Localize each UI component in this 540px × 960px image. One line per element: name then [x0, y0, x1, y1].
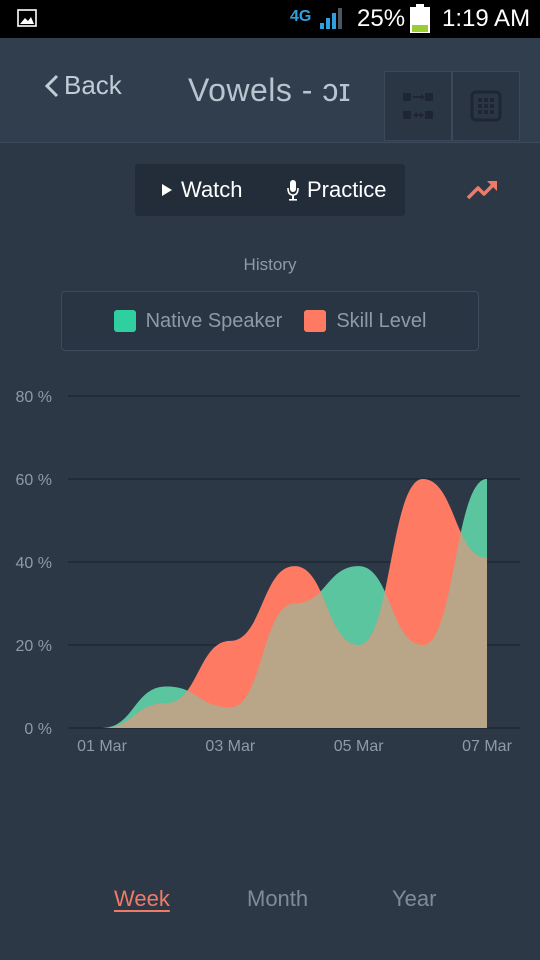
x-tick-label: 07 Mar [462, 738, 512, 755]
y-tick-label: 60 % [16, 472, 52, 489]
tab-month[interactable]: Month [247, 886, 309, 911]
signal-icon [320, 8, 342, 29]
legend-item-skill: Skill Level [304, 310, 426, 333]
clock: 1:19 AM [442, 5, 531, 32]
status-bar: 4G 25% 1:19 AM [0, 0, 540, 38]
practice-button[interactable]: Practice [265, 164, 386, 216]
history-chart: 0 % 20 % 40 % 60 % 80 % 01 Mar 03 Mar 05 Mar 07 … [16, 389, 520, 755]
x-tick-label: 05 Mar [334, 738, 384, 755]
watch-label: Watch [181, 177, 243, 202]
trend-up-icon[interactable] [466, 178, 500, 202]
chevron-left-icon [44, 74, 59, 97]
y-tick-label: 20 % [16, 638, 52, 655]
back-button[interactable]: Back [44, 70, 122, 101]
y-tick-label: 0 % [24, 721, 52, 738]
grid-icon [470, 90, 502, 122]
mode-toggle: Watch Practice [135, 164, 405, 216]
back-label: Back [64, 70, 122, 100]
series-overlay-native-speaker [102, 479, 487, 728]
legend-item-native: Native Speaker [113, 309, 283, 333]
battery-icon [410, 4, 430, 33]
history-label: History [243, 255, 297, 274]
x-tick-label: 01 Mar [77, 738, 127, 755]
legend-swatch-skill [304, 310, 327, 332]
tab-year[interactable]: Year [392, 886, 437, 911]
microphone-icon [287, 180, 299, 201]
legend-label-skill: Skill Level [336, 309, 427, 332]
watch-button[interactable]: Watch [135, 164, 265, 216]
chart-legend: Native Speaker Skill Level [61, 291, 479, 351]
legend-swatch-native [113, 310, 136, 332]
network-type: 4G [290, 8, 312, 25]
gallery-icon [17, 9, 37, 27]
grid-button[interactable] [452, 71, 520, 141]
play-icon [162, 184, 172, 196]
compare-button[interactable] [384, 71, 452, 141]
tab-week[interactable]: Week [114, 886, 170, 911]
x-tick-label: 03 Mar [205, 738, 255, 755]
practice-label: Practice [307, 177, 387, 202]
app-header: Back Vowels - ɔɪ [0, 38, 540, 143]
y-tick-label: 80 % [16, 389, 52, 406]
y-tick-label: 40 % [16, 555, 52, 572]
legend-label-native: Native Speaker [145, 309, 283, 332]
range-tabs: Week Month Year [0, 886, 540, 920]
compare-icon [403, 93, 433, 119]
battery-percent: 25% [357, 5, 406, 32]
page-title: Vowels - ɔɪ [188, 72, 351, 108]
